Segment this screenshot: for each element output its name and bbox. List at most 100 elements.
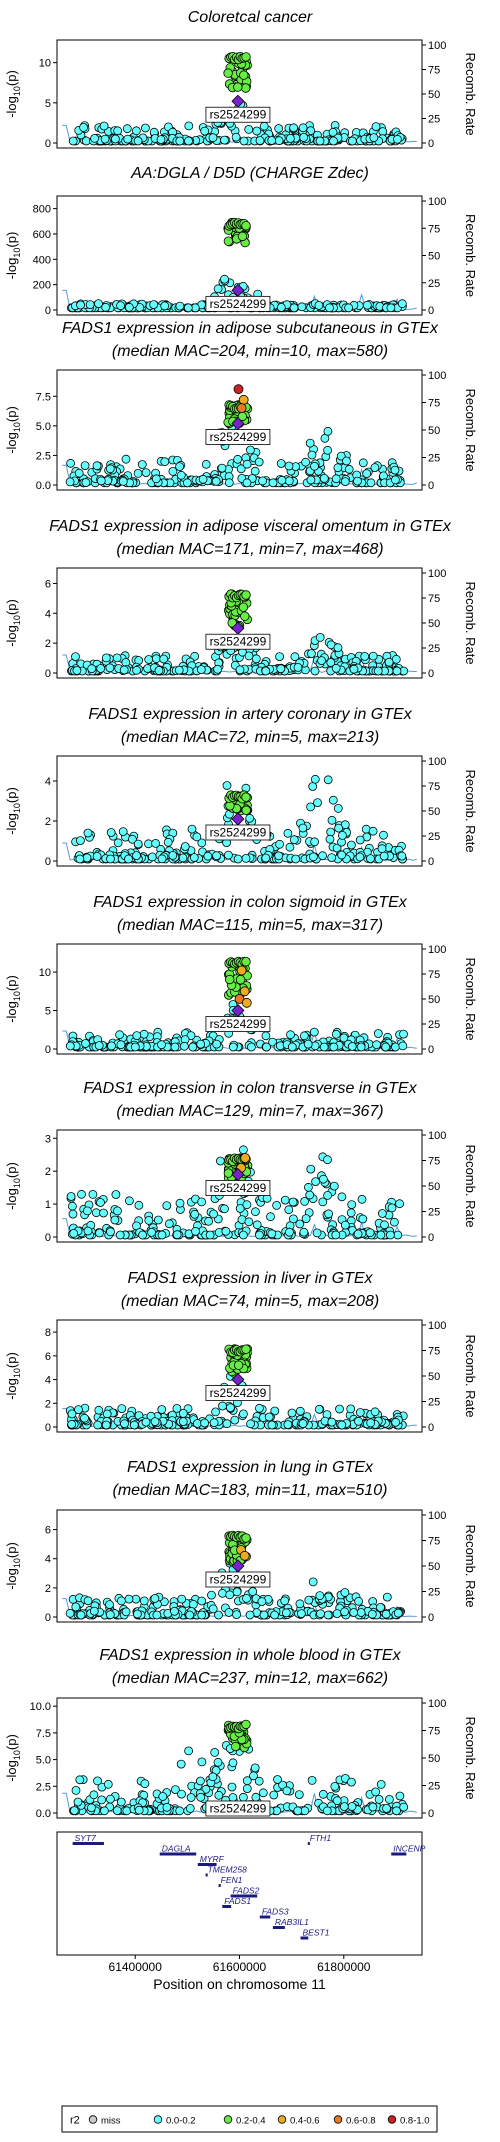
snp-point	[196, 1777, 204, 1785]
y-tick-label: 7.5	[36, 391, 51, 403]
snp-point	[87, 1804, 95, 1812]
snp-point	[354, 477, 362, 485]
y2-tick-label: 100	[428, 370, 446, 382]
snp-point	[367, 855, 375, 863]
snp-point	[213, 1040, 221, 1048]
snp-point	[350, 665, 358, 673]
snp-point	[224, 1169, 233, 1178]
panel-9: FADS1 expression in lung in GTEx(median …	[4, 1459, 478, 1624]
snp-point	[157, 136, 165, 144]
gene-track: SYT7 FTH1INCENPDAGLAMYRFTMEM258FEN1FADS2F…	[57, 1832, 426, 1992]
y-axis-label: -log10(p)	[4, 1734, 22, 1782]
y-tick-label: 5.0	[36, 421, 51, 433]
snp-point	[259, 477, 267, 485]
y-tick-label: 6	[45, 578, 51, 590]
y2-tick-label: 25	[428, 1207, 440, 1219]
snp-point	[324, 1611, 332, 1619]
snp-point	[296, 1220, 304, 1228]
y2-axis-label: Recomb. Rate	[463, 581, 478, 664]
panel-title: (median MAC=72, min=5, max=213)	[121, 729, 379, 746]
snp-point	[100, 1209, 108, 1217]
snp-point	[67, 1193, 75, 1201]
snp-point	[275, 125, 283, 133]
y2-tick-label: 0	[428, 1808, 434, 1820]
snp-point	[118, 1405, 126, 1413]
snp-point	[123, 125, 131, 133]
y2-tick-label: 75	[428, 65, 440, 77]
snp-point	[326, 835, 334, 843]
snp-point	[226, 1591, 234, 1599]
y2-tick-label: 0	[428, 1044, 434, 1056]
y2-tick-label: 25	[428, 453, 440, 465]
snp-point	[330, 137, 338, 145]
legend-label: 0.2-0.4	[236, 2116, 266, 2127]
snp-point	[383, 1593, 391, 1601]
snp-point	[102, 303, 110, 311]
snp-point	[116, 1031, 124, 1039]
snp-point	[394, 1231, 402, 1239]
y2-tick-label: 25	[428, 831, 440, 843]
y2-axis-label: Recomb. Rate	[463, 769, 478, 852]
snp-point	[197, 666, 205, 674]
snp-point	[228, 1783, 236, 1791]
snp-point	[373, 1041, 381, 1049]
snp-point	[320, 1043, 328, 1051]
snp-point	[308, 451, 316, 459]
snp-point	[221, 275, 229, 283]
snp-point	[97, 665, 105, 673]
snp-point	[347, 1209, 355, 1217]
snp-point	[169, 851, 177, 859]
snp-point	[190, 854, 198, 862]
lead-snp-label: rs2524299	[210, 1386, 267, 1400]
snp-point	[241, 1154, 250, 1163]
y-tick-label: 2.5	[36, 1781, 51, 1793]
snp-point	[113, 1807, 121, 1815]
snp-point	[391, 466, 399, 474]
gene-label: SYT7	[75, 1833, 97, 1843]
snp-point	[243, 1785, 251, 1793]
snp-point	[163, 1803, 171, 1811]
snp-point	[96, 1229, 104, 1237]
snp-point	[154, 1216, 162, 1224]
y-tick-label: 600	[33, 229, 51, 241]
gene-label: BEST1	[303, 1928, 330, 1938]
panel-10: FADS1 expression in whole blood in GTEx(…	[4, 1647, 478, 1820]
snp-point	[231, 1742, 240, 1751]
y2-axis-label: Recomb. Rate	[463, 52, 478, 135]
snp-point	[387, 304, 395, 312]
snp-point	[214, 665, 222, 673]
snp-point	[119, 828, 127, 836]
gene-label: RAB3IL1	[275, 1917, 309, 1927]
snp-point	[328, 854, 336, 862]
snp-point	[328, 1418, 336, 1426]
y-tick-label: 6	[45, 1525, 51, 1537]
panel-title: FADS1 expression in adipose visceral ome…	[49, 518, 452, 535]
snp-point	[114, 127, 122, 135]
snp-point	[300, 1032, 308, 1040]
snp-point	[369, 1803, 377, 1811]
snp-point	[327, 828, 335, 836]
snp-point	[290, 304, 298, 312]
y2-tick-label: 0	[428, 1422, 434, 1434]
y-tick-label: 1	[45, 1199, 51, 1211]
snp-point	[243, 460, 251, 468]
panel-title: FADS1 expression in lung in GTEx	[127, 1459, 374, 1476]
snp-point	[268, 1230, 276, 1238]
snp-point	[224, 237, 233, 246]
snp-point	[305, 1596, 313, 1604]
snp-point	[234, 455, 242, 463]
y-tick-label: 2	[45, 1398, 51, 1410]
snp-point	[251, 1208, 259, 1216]
snp-point	[186, 1804, 194, 1812]
snp-point	[245, 125, 253, 133]
snp-point	[81, 1414, 89, 1422]
snp-point	[242, 1345, 251, 1354]
snp-point	[233, 1588, 241, 1596]
snp-point	[177, 471, 185, 479]
x-tick-label: 61800000	[317, 1960, 371, 1974]
snp-point	[332, 1231, 340, 1239]
snp-point	[268, 137, 276, 145]
y-tick-label: 0	[45, 1422, 51, 1434]
snp-point	[106, 1601, 114, 1609]
snp-point	[209, 134, 217, 142]
